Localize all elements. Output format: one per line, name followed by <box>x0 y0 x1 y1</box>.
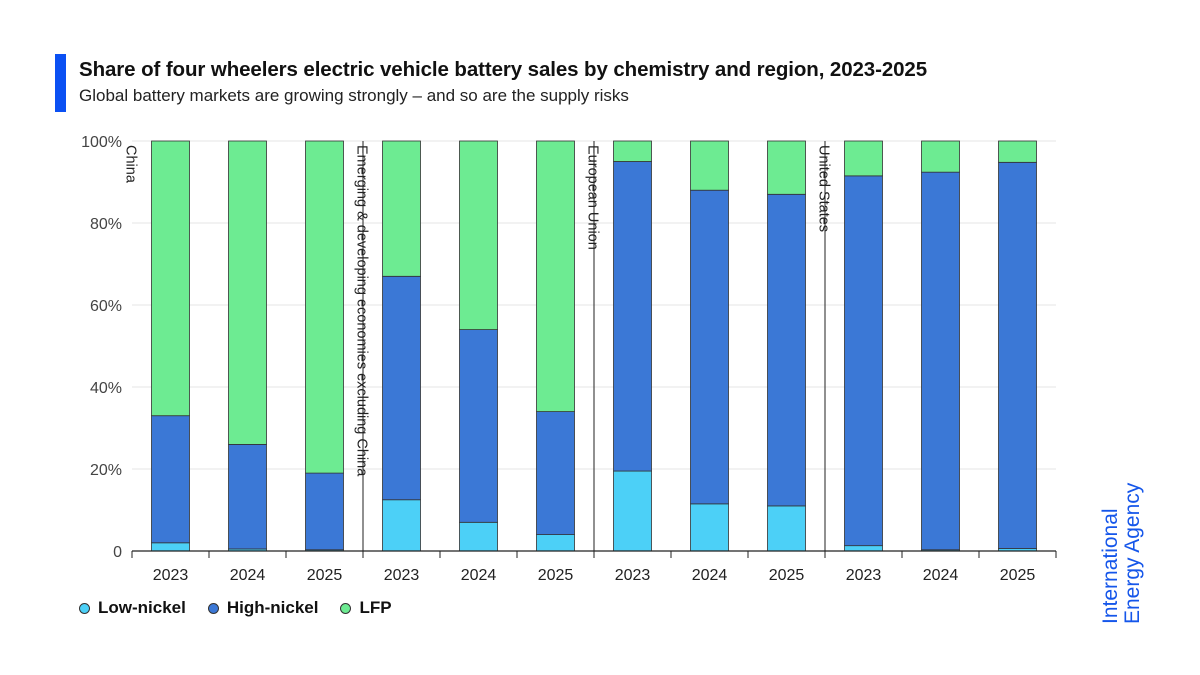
x-tick-label: 2025 <box>1000 567 1036 584</box>
x-tick-label: 2023 <box>846 567 882 584</box>
bar-segment <box>613 470 652 552</box>
x-tick-label: 2023 <box>384 567 420 584</box>
bar-segment <box>305 140 344 474</box>
panel-label: Emerging & developing economies excludin… <box>353 145 369 477</box>
legend-label-high-nickel: High-nickel <box>226 598 319 617</box>
legend-label-lfp: LFP <box>359 598 392 617</box>
bar-segment <box>844 545 883 552</box>
y-tick-label: 0 <box>113 544 122 561</box>
bar-segment <box>459 329 498 523</box>
x-tick-label: 2024 <box>692 567 728 584</box>
legend-item-low-nickel: Low-nickel <box>79 598 186 618</box>
panel-label: China <box>122 145 138 184</box>
y-tick-label: 100% <box>81 134 122 151</box>
x-tick-label: 2025 <box>307 567 343 584</box>
bar-segment <box>613 161 652 472</box>
bar-segment <box>382 140 421 277</box>
bar-segment <box>998 140 1037 163</box>
bar-segment <box>228 443 267 550</box>
bar-segment <box>151 415 190 544</box>
legend-swatch-high-nickel <box>207 602 219 614</box>
bar-segment <box>690 140 729 191</box>
iea-logo: International Energy Agency <box>1099 482 1144 624</box>
bar-segment <box>151 542 190 552</box>
bar-segment <box>690 189 729 505</box>
iea-logo-line1: International <box>1099 508 1122 624</box>
iea-logo-line2: Energy Agency <box>1121 482 1144 624</box>
x-tick-label: 2024 <box>461 567 497 584</box>
x-tick-label: 2024 <box>230 567 266 584</box>
y-tick-label: 60% <box>90 298 122 315</box>
legend-item-high-nickel: High-nickel <box>207 598 319 618</box>
bar-segment <box>767 140 806 195</box>
bar-segment <box>305 472 344 551</box>
bar-segment <box>459 140 498 331</box>
legend-swatch-lfp <box>340 602 352 614</box>
chart-subtitle: Global battery markets are growing stron… <box>79 86 629 105</box>
panel-label: European Union <box>584 145 600 250</box>
x-tick-label: 2023 <box>153 567 189 584</box>
bar-segment <box>613 140 652 162</box>
bar-segment <box>382 275 421 501</box>
bar-segment <box>536 534 575 552</box>
chart-title: Share of four wheelers electric vehicle … <box>79 58 928 81</box>
bar-segment <box>382 499 421 552</box>
legend-swatch-low-nickel <box>79 602 90 614</box>
y-tick-label: 80% <box>90 216 122 233</box>
y-tick-label: 40% <box>90 380 122 397</box>
legend-label-low-nickel: Low-nickel <box>98 598 186 617</box>
bar-segment <box>536 140 575 413</box>
x-tick-label: 2023 <box>615 567 651 584</box>
legend: Low-nickel High-nickel LFP <box>79 598 392 618</box>
bar-segment <box>844 140 883 177</box>
bar-segment <box>767 193 806 507</box>
x-tick-label: 2024 <box>923 567 959 584</box>
bar-segment <box>844 175 883 547</box>
bar-segment <box>767 505 806 552</box>
legend-item-lfp: LFP <box>340 598 392 618</box>
panel-label: United States <box>815 145 831 232</box>
bar-segment <box>921 171 960 551</box>
y-tick-label: 20% <box>90 462 122 479</box>
bar-segment <box>228 140 267 445</box>
bar-segment <box>536 411 575 536</box>
x-tick-label: 2025 <box>769 567 805 584</box>
bar-segment <box>459 521 498 552</box>
bar-segment <box>921 140 960 173</box>
bar-segment <box>151 140 190 417</box>
x-tick-label: 2025 <box>538 567 574 584</box>
bar-segment <box>998 161 1037 549</box>
title-accent-bar <box>55 54 66 112</box>
bar-segment <box>690 503 729 552</box>
